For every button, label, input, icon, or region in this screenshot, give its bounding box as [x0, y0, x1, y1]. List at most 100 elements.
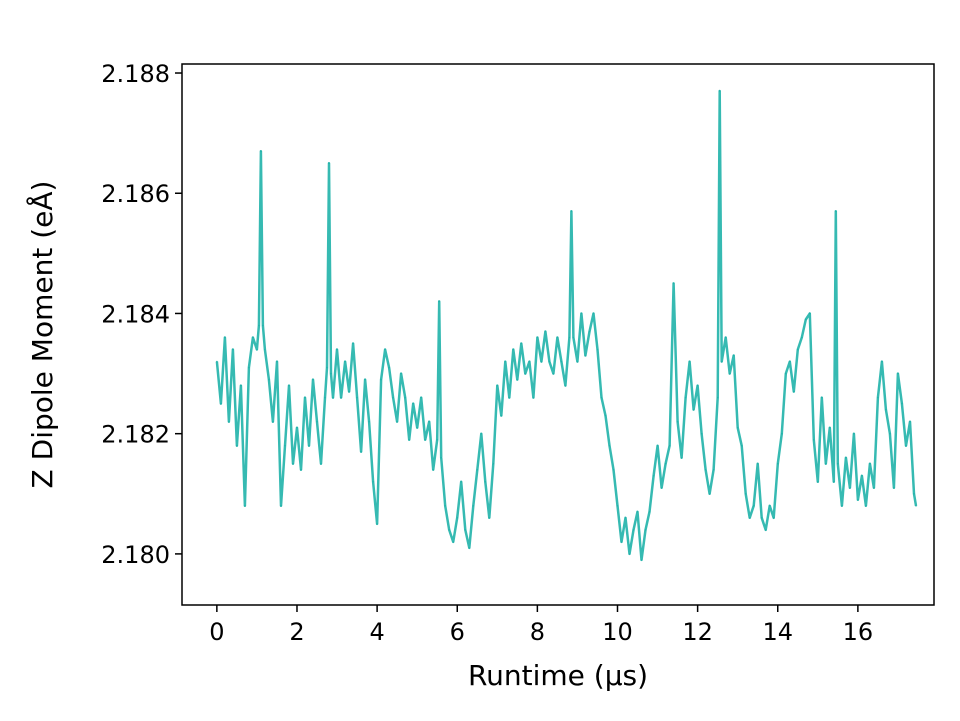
data-point	[861, 475, 863, 477]
data-point	[392, 396, 394, 399]
data-point	[512, 348, 515, 351]
data-point	[444, 505, 447, 507]
data-point	[262, 324, 264, 327]
data-point	[797, 348, 799, 351]
data-point	[532, 396, 535, 399]
data-point	[568, 336, 571, 339]
data-point	[644, 529, 647, 531]
data-point	[905, 444, 907, 447]
data-point	[516, 378, 519, 381]
data-point	[548, 360, 551, 363]
data-point	[396, 420, 398, 423]
data-point	[552, 372, 555, 375]
data-point	[476, 468, 479, 471]
x-axis: 0 2 4 6 8 10 12 14 16	[209, 605, 873, 646]
data-point	[224, 336, 226, 339]
data-point	[825, 462, 827, 465]
data-point	[889, 432, 891, 435]
data-point	[640, 559, 643, 561]
y-tick-label: 2.186	[101, 180, 170, 208]
data-point	[608, 444, 611, 447]
y-axis-title: Z Dipole Moment (eÅ)	[25, 181, 59, 489]
data-point	[258, 324, 260, 327]
data-point	[817, 481, 819, 483]
data-point	[897, 372, 899, 375]
data-point	[560, 360, 563, 363]
data-point	[448, 529, 451, 531]
data-point	[312, 378, 314, 381]
data-point	[308, 444, 310, 447]
y-tick-label: 2.184	[101, 300, 170, 328]
data-point	[404, 396, 407, 399]
data-point	[340, 396, 342, 399]
data-point	[368, 420, 370, 423]
data-point	[881, 360, 883, 363]
data-point	[280, 505, 282, 507]
data-point	[696, 384, 699, 387]
data-point	[352, 342, 354, 345]
data-point	[592, 312, 595, 315]
data-point	[236, 444, 238, 447]
data-point	[829, 426, 831, 429]
data-point	[728, 372, 731, 375]
data-point	[256, 348, 258, 351]
data-point	[648, 511, 651, 513]
data-point	[520, 342, 523, 345]
data-point	[620, 541, 623, 543]
data-point	[821, 396, 823, 399]
data-point	[736, 426, 739, 429]
data-point	[660, 487, 663, 489]
data-point	[292, 462, 294, 465]
x-tick-label: 4	[369, 618, 384, 646]
y-tick-label: 2.188	[101, 60, 170, 88]
data-point	[588, 330, 591, 333]
data-point	[432, 468, 435, 471]
data-point	[901, 402, 903, 405]
data-point	[264, 348, 266, 351]
data-point	[556, 336, 559, 339]
data-point	[384, 348, 386, 351]
data-point	[260, 150, 262, 152]
data-point	[760, 517, 763, 519]
data-point	[496, 384, 499, 387]
y-tick-label: 2.180	[101, 541, 170, 569]
data-point	[756, 462, 759, 465]
data-layer	[215, 89, 918, 562]
data-point	[216, 360, 218, 363]
data-point	[676, 420, 679, 423]
data-point	[508, 396, 511, 399]
data-point	[700, 432, 703, 435]
data-point	[452, 541, 455, 543]
data-point	[712, 468, 715, 471]
data-point	[500, 414, 503, 417]
data-point	[877, 396, 879, 399]
data-point	[624, 517, 627, 519]
data-point	[752, 505, 755, 507]
data-point	[708, 493, 711, 495]
data-point	[744, 493, 747, 495]
data-point	[480, 432, 483, 435]
data-point	[853, 432, 855, 435]
data-point	[632, 529, 635, 531]
data-point	[528, 360, 531, 363]
data-point	[344, 360, 346, 363]
data-point	[272, 420, 274, 423]
data-point	[360, 450, 362, 453]
data-point	[600, 396, 603, 399]
data-point	[833, 481, 835, 483]
data-point	[793, 390, 795, 393]
data-point	[913, 493, 915, 495]
data-point	[412, 402, 415, 405]
data-point	[785, 372, 787, 375]
data-point	[464, 529, 467, 531]
data-point	[488, 517, 491, 519]
data-point	[801, 336, 803, 339]
data-point	[672, 282, 675, 285]
data-point	[724, 336, 727, 339]
data-point	[789, 360, 791, 363]
plot-frame	[181, 63, 935, 606]
data-point	[336, 348, 338, 351]
data-point	[664, 462, 667, 465]
data-point	[288, 384, 290, 387]
data-point	[740, 444, 743, 447]
